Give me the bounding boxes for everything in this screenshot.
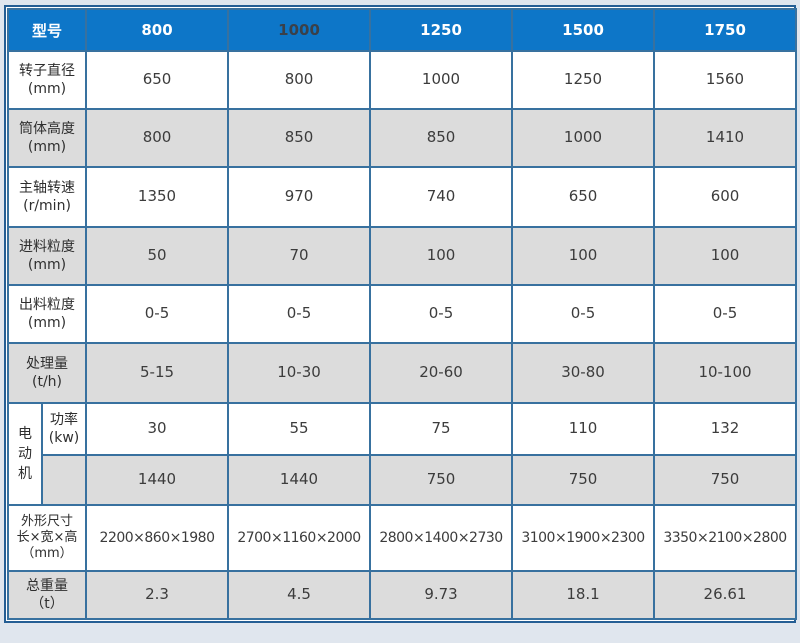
cell-value: 1000 <box>511 108 656 168</box>
cell-value: 100 <box>511 226 656 286</box>
cell-value: 3100×1900×2300 <box>511 504 656 572</box>
cell-value: 2800×1400×2730 <box>369 504 514 572</box>
cell-value: 850 <box>369 108 514 168</box>
cell-value: 30-80 <box>511 342 656 404</box>
cell-value: 0-5 <box>85 284 230 344</box>
row-label: 总重量 （t） <box>6 570 88 620</box>
row-label: 筒体高度 (mm) <box>6 108 88 168</box>
cell-value: 850 <box>227 108 372 168</box>
cell-value: 2.3 <box>85 570 230 620</box>
cell-value: 5-15 <box>85 342 230 404</box>
cell-value: 740 <box>369 166 514 228</box>
crusher-spec-table: 型号 800 1000 1250 1500 1750 转子直径 (mm) 650… <box>6 8 798 620</box>
cell-value: 1560 <box>653 50 798 110</box>
cell-value: 132 <box>653 402 798 456</box>
cell-value: 26.61 <box>653 570 798 620</box>
cell-value: 800 <box>227 50 372 110</box>
cell-value: 18.1 <box>511 570 656 620</box>
cell-value: 1440 <box>227 454 372 506</box>
spec-table-wrapper: 型号 800 1000 1250 1500 1750 转子直径 (mm) 650… <box>4 5 798 623</box>
cell-value: 50 <box>85 226 230 286</box>
row-label: 外形尺寸 长×宽×高 （mm） <box>6 504 88 572</box>
cell-value: 100 <box>369 226 514 286</box>
header-model-1250: 1250 <box>369 8 514 52</box>
cell-value: 10-30 <box>227 342 372 404</box>
header-model-800: 800 <box>85 8 230 52</box>
row-label: 主轴转速 (r/min) <box>6 166 88 228</box>
cell-value: 3350×2100×2800 <box>653 504 798 572</box>
row-label: 处理量 (t/h) <box>6 342 88 404</box>
header-model-1750: 1750 <box>653 8 798 52</box>
cell-value: 0-5 <box>653 284 798 344</box>
row-dimensions: 外形尺寸 长×宽×高 （mm） 2200×860×1980 2700×1160×… <box>6 504 798 572</box>
cell-value: 75 <box>369 402 514 456</box>
cell-value: 110 <box>511 402 656 456</box>
header-model-1500: 1500 <box>511 8 656 52</box>
motor-power-label: 功率 (kw) <box>40 402 88 456</box>
cell-value: 4.5 <box>227 570 372 620</box>
cell-value: 20-60 <box>369 342 514 404</box>
cell-value: 650 <box>511 166 656 228</box>
row-capacity: 处理量 (t/h) 5-15 10-30 20-60 30-80 10-100 <box>6 342 798 404</box>
motor-speed-label <box>40 454 88 506</box>
cell-value: 750 <box>511 454 656 506</box>
header-model-1000: 1000 <box>227 8 372 52</box>
cell-value: 30 <box>85 402 230 456</box>
cell-value: 0-5 <box>227 284 372 344</box>
row-discharge-size: 出料粒度 (mm) 0-5 0-5 0-5 0-5 0-5 <box>6 284 798 344</box>
cell-value: 1410 <box>653 108 798 168</box>
cell-value: 650 <box>85 50 230 110</box>
row-label: 转子直径 (mm) <box>6 50 88 110</box>
row-motor-speed: 1440 1440 750 750 750 <box>8 454 798 506</box>
cell-value: 1350 <box>85 166 230 228</box>
cell-value: 0-5 <box>369 284 514 344</box>
cell-value: 1000 <box>369 50 514 110</box>
row-feed-size: 进料粒度 (mm) 50 70 100 100 100 <box>6 226 798 286</box>
row-label: 进料粒度 (mm) <box>6 226 88 286</box>
row-spindle-speed: 主轴转速 (r/min) 1350 970 740 650 600 <box>6 166 798 228</box>
row-motor-power: 电动机 功率 (kw) 30 55 75 110 132 <box>7 402 798 506</box>
cell-value: 100 <box>653 226 798 286</box>
row-rotor-diameter: 转子直径 (mm) 650 800 1000 1250 1560 <box>6 50 798 110</box>
cell-value: 55 <box>227 402 372 456</box>
cell-value: 600 <box>653 166 798 228</box>
cell-value: 800 <box>85 108 230 168</box>
cell-value: 1250 <box>511 50 656 110</box>
cell-value: 750 <box>653 454 798 506</box>
cell-value: 750 <box>369 454 514 506</box>
cell-value: 10-100 <box>653 342 798 404</box>
cell-value: 9.73 <box>369 570 514 620</box>
row-cylinder-height: 筒体高度 (mm) 800 850 850 1000 1410 <box>6 108 798 168</box>
cell-value: 970 <box>227 166 372 228</box>
header-row: 型号 800 1000 1250 1500 1750 <box>6 8 798 52</box>
cell-value: 70 <box>227 226 372 286</box>
cell-value: 2200×860×1980 <box>85 504 230 572</box>
cell-value: 2700×1160×2000 <box>227 504 372 572</box>
motor-group-label: 电动机 <box>7 402 43 506</box>
cell-value: 0-5 <box>511 284 656 344</box>
row-label: 出料粒度 (mm) <box>6 284 88 344</box>
row-total-weight: 总重量 （t） 2.3 4.5 9.73 18.1 26.61 <box>6 570 798 620</box>
cell-value: 1440 <box>85 454 230 506</box>
header-model-label: 型号 <box>6 8 88 52</box>
